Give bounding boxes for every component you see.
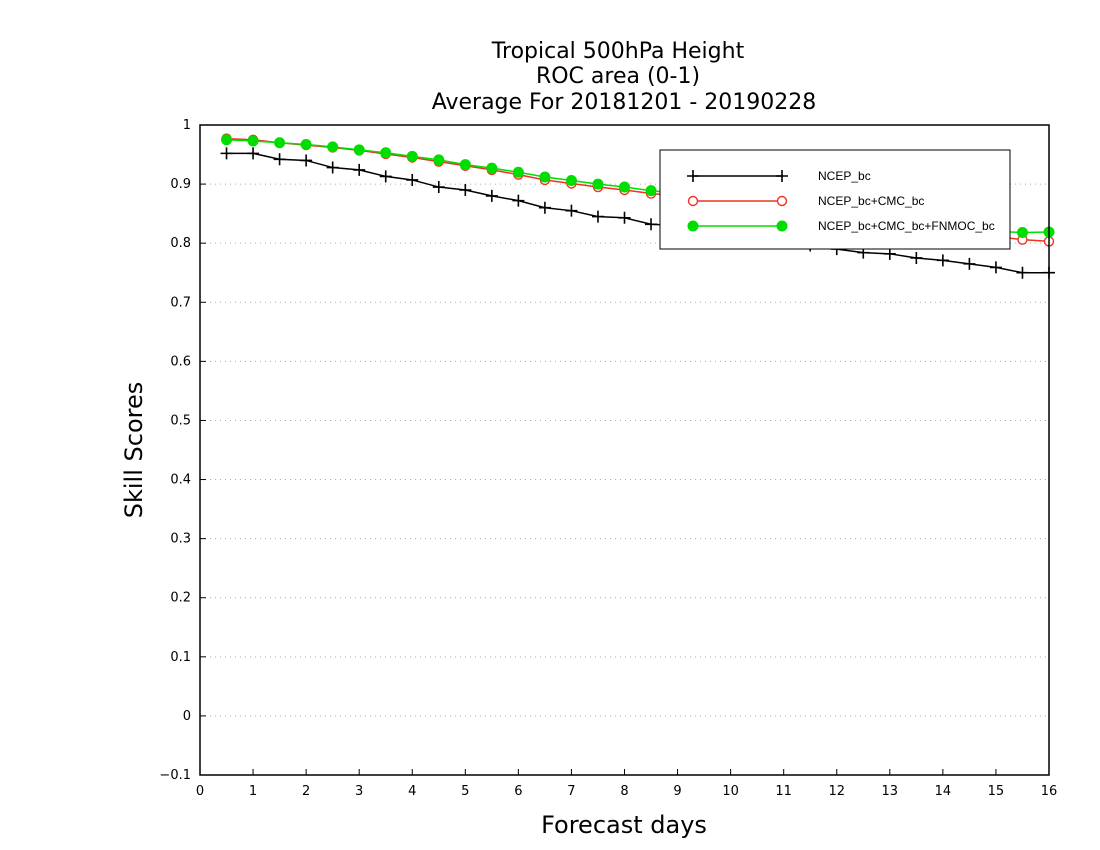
data-point-ncep-bc [989, 261, 1002, 274]
chart-title-line-1: Tropical 500hPa Height [491, 39, 745, 64]
x-tick-label: 16 [1041, 784, 1058, 799]
y-tick-label: 0.5 [170, 413, 191, 428]
x-tick-label: 14 [935, 784, 952, 799]
x-tick-label: 4 [408, 784, 416, 799]
data-point-ncep-bc [512, 194, 525, 207]
data-point-ncep-bc [220, 147, 233, 160]
chart-title-line-3: Average For 20181201 - 20190228 [432, 90, 817, 115]
data-point-ncep-bc-cmc-bc-fnmoc-bc [486, 162, 498, 174]
y-tick-label: −0.1 [159, 768, 191, 783]
legend-entry-ncep-bc: NCEP_bc [687, 169, 871, 183]
data-point-ncep-bc [591, 210, 604, 223]
legend-label: NCEP_bc+CMC_bc [818, 194, 924, 208]
x-tick-label: 13 [882, 784, 899, 799]
x-tick-label: 5 [461, 784, 469, 799]
tick-layer: −0.100.10.20.30.40.50.60.70.80.910 1 2 3 4 5 6… [159, 118, 1057, 799]
x-tick-label: 3 [355, 784, 363, 799]
data-point-ncep-bc [379, 170, 392, 183]
data-point-ncep-bc [247, 147, 260, 160]
x-tick-label: 9 [673, 784, 681, 799]
data-point-ncep-bc [406, 173, 419, 186]
legend-marker [687, 170, 699, 182]
x-tick-label: 12 [828, 784, 845, 799]
data-point-ncep-bc [565, 204, 578, 217]
x-tick-label: 10 [722, 784, 739, 799]
data-point-ncep-bc-cmc-bc-fnmoc-bc [247, 135, 259, 147]
data-point-ncep-bc-cmc-bc-fnmoc-bc [565, 175, 577, 187]
data-point-ncep-bc [936, 254, 949, 267]
data-point-ncep-bc-cmc-bc-fnmoc-bc [353, 144, 365, 156]
x-tick-label: 2 [302, 784, 310, 799]
data-point-ncep-bc-cmc-bc-fnmoc-bc [380, 147, 392, 159]
data-point-ncep-bc-cmc-bc-fnmoc-bc [539, 171, 551, 183]
x-tick-label: 0 [196, 784, 204, 799]
legend-marker [776, 195, 788, 207]
chart-title-line-2: ROC area (0-1) [536, 64, 700, 89]
x-tick-label: 15 [988, 784, 1005, 799]
data-point-ncep-bc-cmc-bc-fnmoc-bc [433, 154, 445, 166]
data-point-ncep-bc-cmc-bc-fnmoc-bc [512, 166, 524, 178]
data-point-ncep-bc-cmc-bc-fnmoc-bc [645, 185, 657, 197]
y-tick-label: 0.6 [170, 354, 191, 369]
legend: NCEP_bc NCEP_bc+CMC_bc NCEP_bc+CMC_bc+FNMO… [659, 149, 1011, 250]
x-tick-label: 6 [514, 784, 522, 799]
data-point-ncep-bc [300, 154, 313, 167]
data-point-ncep-bc-cmc-bc-fnmoc-bc [274, 137, 286, 149]
legend-entry-ncep-bc-cmc-bc: NCEP_bc+CMC_bc [687, 194, 924, 208]
legend-marker [687, 220, 699, 232]
data-point-ncep-bc-cmc-bc-fnmoc-bc [406, 150, 418, 162]
y-tick-label: 0.8 [170, 236, 191, 251]
legend-marker [687, 195, 699, 207]
legend-marker [776, 220, 788, 232]
data-point-ncep-bc [326, 161, 339, 174]
y-axis-label: Skill Scores [120, 382, 148, 519]
legend-marker [776, 170, 788, 182]
data-point-ncep-bc [538, 201, 551, 214]
data-point-ncep-bc-cmc-bc-fnmoc-bc [592, 178, 604, 190]
grid-lines [200, 183, 1049, 717]
y-tick-label: 0.4 [170, 473, 191, 488]
x-tick-label: 1 [249, 784, 257, 799]
data-point-ncep-bc [645, 218, 658, 231]
y-tick-label: 0.3 [170, 532, 191, 547]
data-point-ncep-bc-cmc-bc-fnmoc-bc [619, 181, 630, 193]
legend-label: NCEP_bc+CMC_bc+FNMOC_bc [818, 219, 995, 233]
y-tick-label: 0.7 [170, 295, 191, 310]
y-tick-label: 1 [183, 118, 191, 133]
data-point-ncep-bc [883, 247, 896, 260]
legend-box [659, 149, 1011, 250]
data-point-ncep-bc-cmc-bc-fnmoc-bc [1016, 227, 1028, 239]
data-point-ncep-bc-cmc-bc-fnmoc-bc [221, 134, 233, 146]
y-tick-label: 0.1 [170, 650, 191, 665]
data-point-ncep-bc [910, 251, 923, 264]
data-point-ncep-bc-cmc-bc-fnmoc-bc [300, 139, 312, 150]
data-point-ncep-bc [273, 153, 286, 166]
data-point-ncep-bc [353, 163, 366, 176]
x-tick-label: 8 [620, 784, 628, 799]
x-tick-label: 11 [775, 784, 792, 799]
data-point-ncep-bc-cmc-bc-fnmoc-bc [327, 141, 339, 153]
data-point-ncep-bc [459, 184, 472, 196]
data-point-ncep-bc-cmc-bc-fnmoc-bc [459, 159, 471, 171]
data-point-ncep-bc [1016, 266, 1029, 279]
legend-entry-ncep-bc-cmc-bc-fnmoc-bc: NCEP_bc+CMC_bc+FNMOC_bc [687, 219, 995, 233]
legend-entries: NCEP_bc NCEP_bc+CMC_bc NCEP_bc+CMC_bc+FNMO… [687, 169, 995, 233]
y-tick-label: 0.2 [170, 591, 191, 606]
data-point-ncep-bc [432, 181, 445, 194]
legend-label: NCEP_bc [818, 169, 871, 183]
x-tick-label: 7 [567, 784, 575, 799]
x-axis-label: Forecast days [541, 811, 707, 839]
data-point-ncep-bc [618, 211, 631, 224]
y-tick-label: 0.9 [170, 177, 191, 192]
data-point-ncep-bc [485, 189, 498, 202]
data-point-ncep-bc [963, 257, 976, 270]
y-tick-label: 0 [183, 709, 191, 724]
